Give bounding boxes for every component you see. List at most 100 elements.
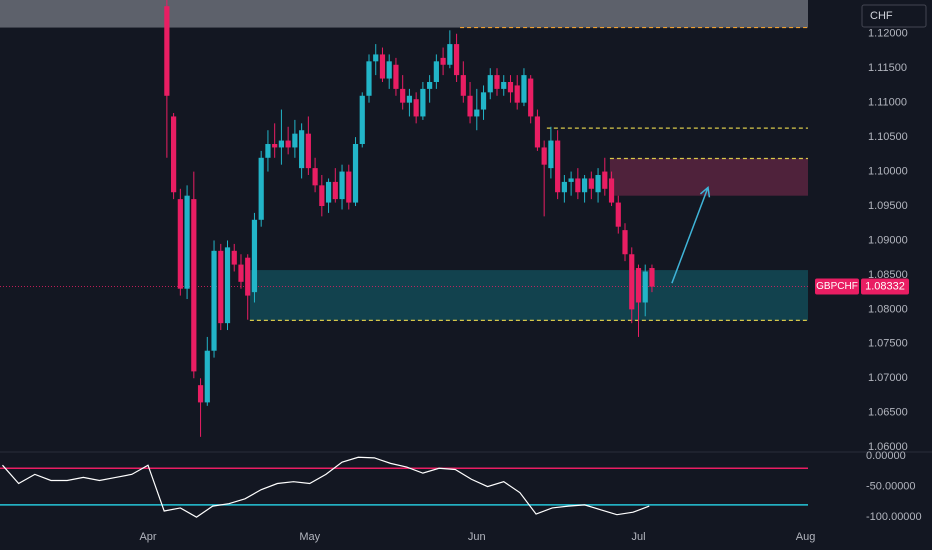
y-tick-label: 1.09500 bbox=[868, 200, 908, 212]
candle-body bbox=[258, 157, 264, 220]
candle-body bbox=[204, 350, 210, 403]
candle-body bbox=[629, 254, 635, 310]
candle-body bbox=[514, 85, 520, 103]
symbol-badge bbox=[815, 278, 859, 295]
candle-body bbox=[184, 195, 190, 289]
last-price-label: 1.08332 bbox=[865, 280, 905, 292]
indicator-tick-label: 0.00000 bbox=[866, 450, 906, 462]
candle-body bbox=[224, 247, 231, 324]
x-tick-label: May bbox=[299, 531, 320, 543]
candle-body bbox=[548, 140, 554, 169]
y-tick-label: 1.10500 bbox=[868, 131, 908, 143]
symbol-label: GBPCHF bbox=[816, 281, 858, 292]
candle-body bbox=[305, 133, 311, 169]
arrow bbox=[671, 187, 709, 284]
y-tick-label: 1.07000 bbox=[868, 372, 908, 384]
indicator-tick-label: -100.00000 bbox=[866, 511, 922, 523]
candle-body bbox=[191, 199, 197, 372]
candle-body bbox=[231, 250, 237, 265]
candle-body bbox=[420, 88, 426, 117]
candle-body bbox=[319, 185, 325, 207]
candle-body bbox=[177, 199, 183, 289]
currency: CHF bbox=[870, 10, 893, 22]
candle-body bbox=[501, 81, 507, 89]
candle-body bbox=[379, 54, 386, 79]
candle-body bbox=[299, 130, 305, 169]
candle-body bbox=[635, 268, 642, 303]
candle-body bbox=[480, 92, 487, 110]
y-tick-label: 1.11500 bbox=[868, 62, 907, 74]
y-tick-label: 1.10000 bbox=[868, 165, 908, 177]
candle-body bbox=[433, 61, 439, 82]
candle-body bbox=[211, 250, 217, 351]
candle-body bbox=[474, 109, 480, 117]
candle-body bbox=[440, 57, 446, 65]
candle-body bbox=[453, 44, 460, 76]
candle-body bbox=[521, 75, 527, 103]
y-tick-label: 1.12000 bbox=[868, 28, 908, 40]
candle-body bbox=[608, 178, 615, 203]
y-tick-label: 1.06500 bbox=[868, 407, 908, 419]
arrow-head bbox=[699, 185, 711, 198]
candle-body bbox=[427, 81, 433, 89]
candle-body bbox=[649, 268, 655, 287]
candle-body bbox=[393, 64, 399, 89]
y-tick-label: 1.07500 bbox=[868, 338, 908, 350]
candle-body bbox=[245, 257, 251, 296]
x-tick-label: Aug bbox=[796, 531, 816, 543]
candle-body bbox=[413, 99, 419, 117]
x-tick-label: Apr bbox=[139, 531, 156, 543]
candle-body bbox=[312, 168, 318, 186]
y-tick-label: 1.08000 bbox=[868, 303, 908, 315]
candle-body bbox=[292, 133, 298, 148]
candle-body bbox=[272, 144, 278, 148]
y-tick-label: 1.09000 bbox=[868, 234, 908, 246]
candle-body bbox=[555, 140, 561, 193]
candle-body bbox=[602, 171, 608, 189]
candle-body bbox=[467, 95, 473, 117]
candle-body bbox=[447, 44, 453, 65]
zone bbox=[249, 270, 808, 321]
candle-body bbox=[366, 61, 372, 96]
candle-body bbox=[487, 75, 493, 93]
candle-body bbox=[460, 75, 466, 96]
candle-body bbox=[622, 230, 628, 255]
last-price-badge bbox=[861, 278, 909, 295]
candle-body bbox=[494, 75, 500, 89]
candle-body bbox=[238, 264, 244, 282]
candle-body bbox=[373, 54, 379, 62]
candle-body bbox=[346, 171, 352, 203]
candle-body bbox=[332, 181, 338, 200]
candle-body bbox=[615, 202, 621, 227]
candle-body bbox=[197, 385, 204, 403]
candle-body bbox=[534, 116, 541, 148]
y-tick-label: 1.11000 bbox=[868, 97, 907, 109]
candle-body bbox=[386, 61, 392, 79]
candle-body bbox=[507, 81, 514, 93]
candle-body bbox=[400, 88, 406, 103]
candle-body bbox=[588, 178, 594, 189]
x-tick-label: Jun bbox=[468, 531, 486, 543]
candle-body bbox=[352, 144, 359, 203]
zone bbox=[0, 0, 808, 28]
candle-body bbox=[406, 95, 413, 103]
candle-body bbox=[278, 140, 285, 148]
candle-body bbox=[541, 147, 547, 165]
candle-body bbox=[581, 178, 588, 193]
candle-body bbox=[359, 95, 365, 145]
y-tick-label: 1.06000 bbox=[868, 441, 908, 453]
candle-body bbox=[171, 116, 177, 193]
candle-body bbox=[528, 78, 534, 117]
candle-body bbox=[251, 219, 258, 293]
indicator-tick-label: -50.00000 bbox=[866, 480, 916, 492]
candle-body bbox=[339, 171, 345, 200]
candle-body bbox=[285, 140, 291, 148]
candle-body bbox=[575, 178, 581, 193]
candle-body bbox=[595, 175, 601, 193]
candle-body bbox=[218, 250, 224, 324]
y-tick-label: 1.08500 bbox=[868, 269, 908, 281]
x-tick-label: Jul bbox=[631, 531, 645, 543]
currency-box bbox=[861, 4, 927, 28]
indicator-line bbox=[2, 456, 650, 518]
